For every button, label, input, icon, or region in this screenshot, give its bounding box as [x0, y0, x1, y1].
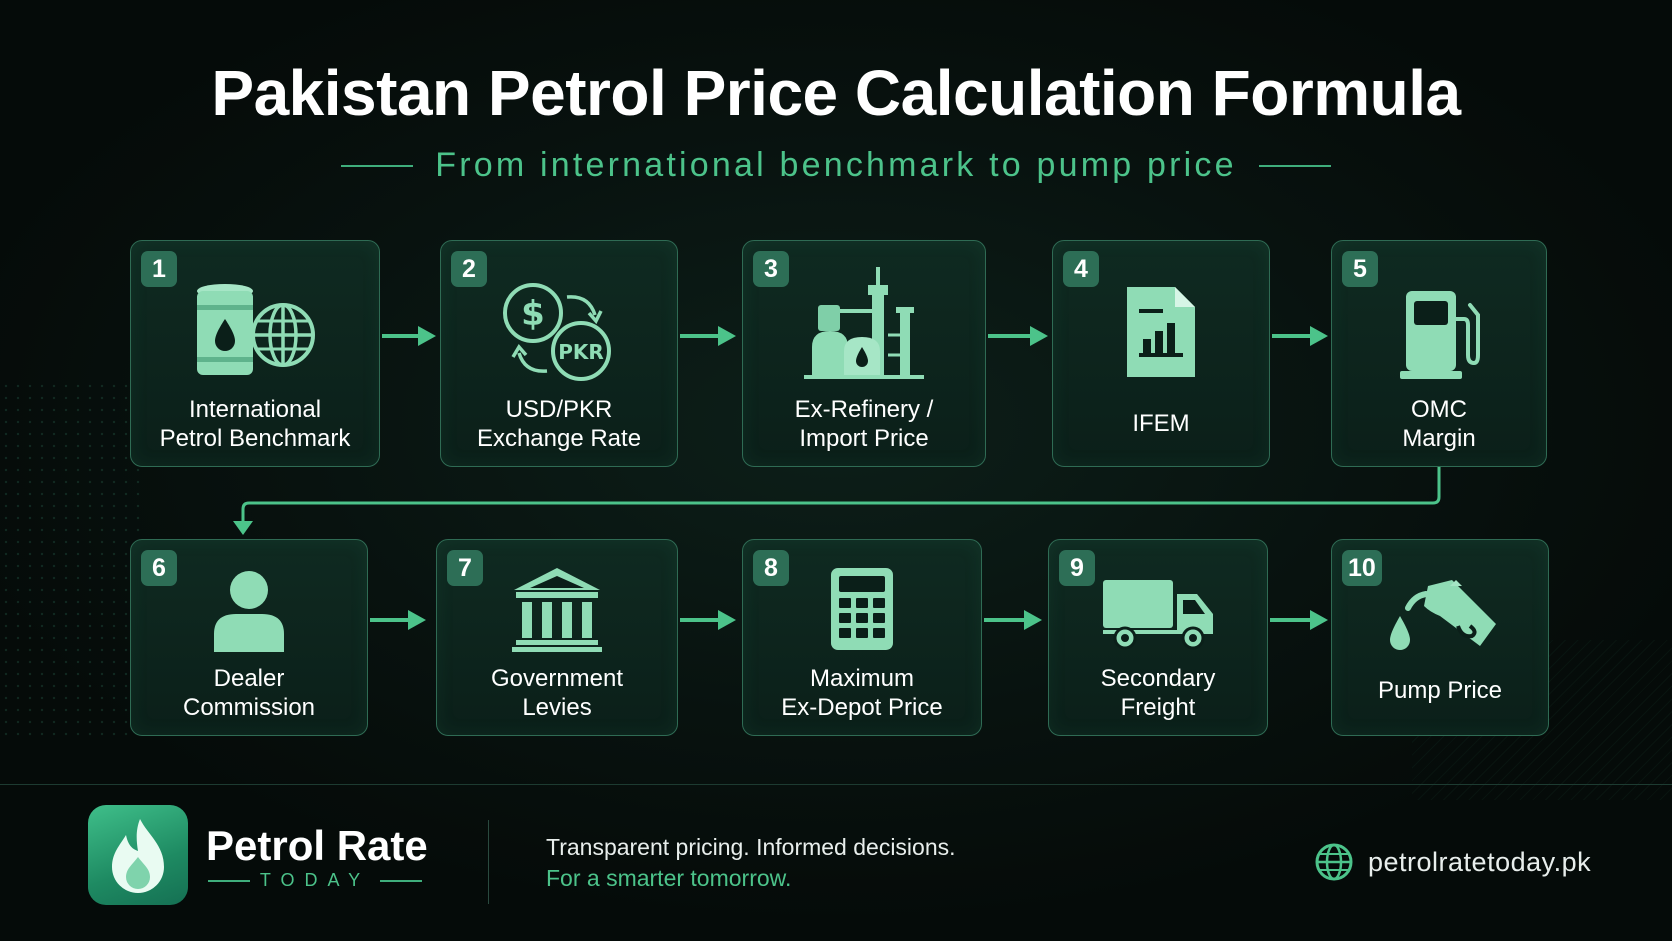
step-4-card: 4 IFEM: [1052, 240, 1270, 467]
step-9-label: Secondary Freight: [1100, 665, 1216, 721]
refinery-icon: [804, 267, 924, 379]
step-6-card: 6 Dealer Commission: [130, 539, 368, 736]
step-2-number: 2: [451, 251, 487, 287]
pkr-icon-text: PKR: [558, 340, 604, 364]
subtitle-line-left: [341, 164, 414, 167]
oil-barrel-globe-icon: [197, 284, 315, 375]
globe-icon: [1315, 843, 1353, 881]
step-7-number: 7: [447, 550, 483, 586]
person-icon: [214, 571, 284, 652]
government-building-icon: [512, 568, 602, 652]
brand-sub: TODAY: [259, 870, 371, 890]
arrow-9-to-10: [1270, 610, 1328, 630]
dot-pattern-decoration: [0, 380, 140, 740]
arrow-3-to-4: [988, 326, 1048, 346]
flame-icon: [112, 819, 164, 893]
step-8-number: 8: [753, 550, 789, 586]
truck-icon: [1103, 580, 1213, 650]
brand-sub-line-right: [380, 879, 423, 882]
step-9-number: 9: [1059, 550, 1095, 586]
step-1-label: International Petrol Benchmark: [159, 396, 351, 452]
step-10-card: 10 Pump Price: [1331, 539, 1549, 736]
arrow-7-to-8: [680, 610, 736, 630]
tagline-primary: Transparent pricing. Informed decisions.: [546, 834, 956, 860]
fuel-pump-icon: [1400, 291, 1480, 379]
step-5-number: 5: [1342, 251, 1378, 287]
step-3-number: 3: [753, 251, 789, 287]
step-3-card: 3 Ex-Refinery / Import Price: [742, 240, 986, 467]
arrow-2-to-3: [680, 326, 736, 346]
step-10-number: 10: [1342, 550, 1382, 586]
brand-name: Petrol Rate: [206, 822, 428, 869]
subtitle-row: From international benchmark to pump pri…: [0, 146, 1672, 185]
step-8-label: Maximum Ex-Depot Price: [781, 665, 943, 721]
arrow-1-to-2: [382, 326, 436, 346]
step-7-card: 7 Government Levies: [436, 539, 678, 736]
page-title: Pakistan Petrol Price Calculation Formul…: [211, 57, 1461, 129]
step-9-card: 9 Secondary Freight: [1048, 539, 1268, 736]
arrow-8-to-9: [984, 610, 1042, 630]
step-2-card: 2 $ PKR USD/PKR Exchange Rate: [440, 240, 678, 467]
currency-exchange-icon: $ PKR: [503, 283, 611, 381]
step-6-label: Dealer Commission: [182, 665, 316, 721]
fuel-nozzle-icon: [1390, 580, 1496, 650]
step-2-label: USD/PKR Exchange Rate: [476, 396, 642, 452]
step-1-number: 1: [141, 251, 177, 287]
website-url[interactable]: petrolratetoday.pk: [1368, 846, 1592, 877]
step-1-card: 1 International Petrol Benchmark: [130, 240, 380, 467]
brand-sub-row: TODAY: [208, 870, 423, 891]
arrow-6-to-7: [370, 610, 426, 630]
tagline-secondary: For a smarter tomorrow.: [546, 865, 792, 891]
document-chart-icon: [1127, 287, 1195, 377]
arrow-4-to-5: [1272, 326, 1328, 346]
step-5-label: OMC Margin: [1402, 396, 1476, 452]
connector-row1-to-row2: [233, 467, 1441, 535]
step-10-label: Pump Price: [1377, 677, 1503, 704]
website-link[interactable]: petrolratetoday.pk: [1314, 842, 1591, 882]
subtitle-line-right: [1258, 164, 1331, 167]
step-5-card: 5 OMC Margin: [1331, 240, 1547, 467]
step-8-card: 8 Maximum Ex-Depot Price: [742, 539, 982, 736]
footer-divider: [488, 820, 489, 904]
step-4-number: 4: [1063, 251, 1099, 287]
svg-text:$: $: [521, 294, 545, 334]
step-6-number: 6: [141, 550, 177, 586]
step-7-label: Government Levies: [490, 665, 624, 721]
footer-separator: [0, 784, 1672, 785]
brand-logo: [88, 805, 188, 905]
calculator-icon: [831, 568, 893, 650]
brand-sub-line-left: [208, 879, 250, 882]
step-4-label: IFEM: [1132, 410, 1190, 437]
step-3-label: Ex-Refinery / Import Price: [794, 396, 934, 452]
page-subtitle: From international benchmark to pump pri…: [435, 146, 1237, 184]
